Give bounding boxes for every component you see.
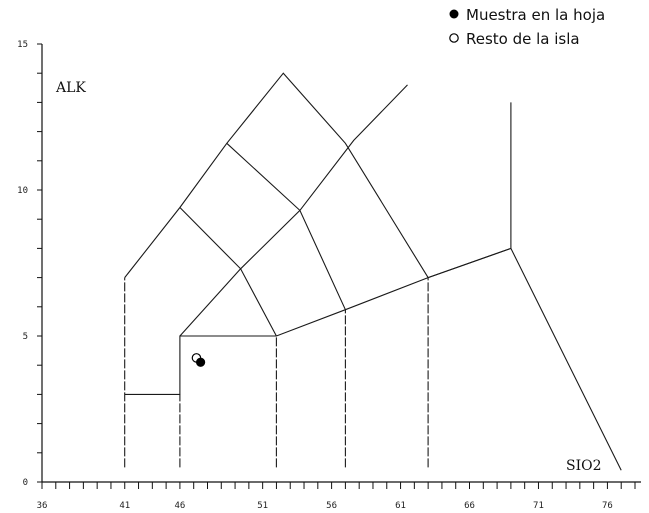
legend-label-resto: Resto de la isla — [466, 30, 580, 48]
data-points — [191, 353, 206, 367]
x-tick-label: 46 — [174, 501, 185, 511]
x-tick-label: 61 — [395, 501, 406, 511]
x-tick-label: 76 — [602, 501, 613, 511]
legend: Muestra en la hoja Resto de la isla — [449, 6, 605, 48]
x-tick-label: 41 — [119, 501, 130, 511]
field-boundary-line — [124, 72, 429, 278]
y-axis-title: ALK — [55, 80, 86, 96]
x-axis-title: SIO2 — [566, 458, 602, 474]
x-tick-label: 51 — [257, 501, 268, 511]
y-axis-ticks: 0 5 10 15 — [17, 40, 42, 488]
field-boundary-line — [179, 207, 277, 337]
data-point-muestra — [195, 357, 206, 367]
field-boundary-line — [427, 247, 512, 279]
legend-label-muestra: Muestra en la hoja — [466, 6, 605, 24]
field-boundaries — [124, 72, 622, 471]
y-tick-label: 5 — [23, 332, 28, 342]
y-tick-label: 15 — [17, 40, 28, 50]
axes: 36 41 46 51 56 61 66 71 76 0 5 10 15 — [17, 40, 641, 511]
x-tick-label: 71 — [533, 501, 544, 511]
x-tick-label: 66 — [464, 501, 475, 511]
y-tick-label: 0 — [23, 478, 28, 488]
x-tick-label: 56 — [326, 501, 337, 511]
y-tick-label: 10 — [17, 186, 28, 196]
legend-marker-open — [449, 33, 459, 43]
x-axis-ticks: 36 41 46 51 56 61 66 71 76 — [37, 482, 636, 511]
legend-marker-filled — [449, 9, 459, 19]
x-tick-label: 36 — [37, 501, 48, 511]
field-boundary-line — [226, 142, 346, 310]
